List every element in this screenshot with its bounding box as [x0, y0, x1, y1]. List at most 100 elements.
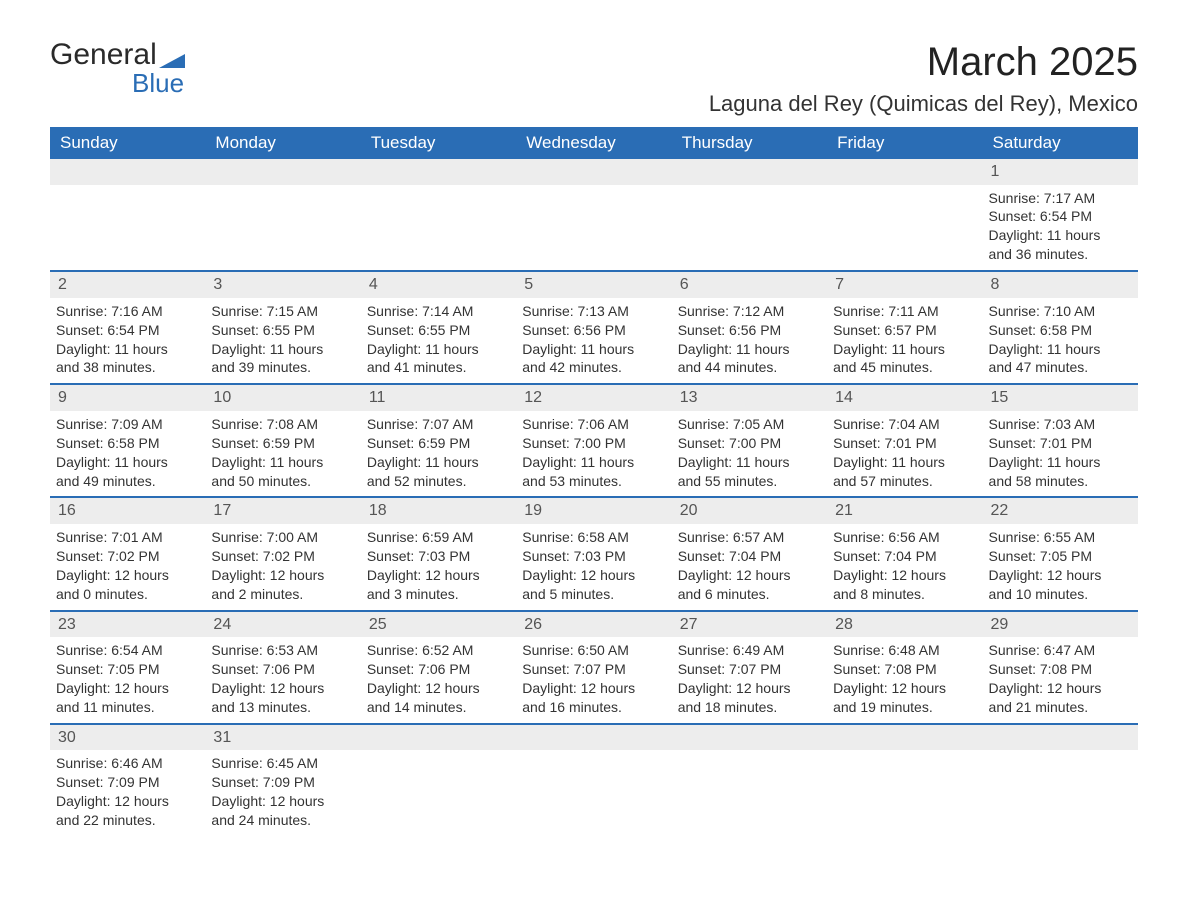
- day-daylight1: Daylight: 12 hours: [56, 566, 199, 585]
- day-info-cell: [50, 185, 205, 272]
- day-daylight2: and 2 minutes.: [211, 585, 354, 604]
- day-sunset: Sunset: 7:01 PM: [833, 434, 976, 453]
- day-number-cell: 7: [827, 271, 982, 298]
- day-sunrise: Sunrise: 6:58 AM: [522, 528, 665, 547]
- day-number-cell: 19: [516, 497, 671, 524]
- day-sunrise: Sunrise: 7:07 AM: [367, 415, 510, 434]
- day-number-row: 3031: [50, 724, 1138, 751]
- day-daylight2: and 52 minutes.: [367, 472, 510, 491]
- day-number-cell: [516, 159, 671, 185]
- day-daylight1: Daylight: 11 hours: [56, 340, 199, 359]
- day-daylight2: and 16 minutes.: [522, 698, 665, 717]
- day-number-cell: 15: [983, 384, 1138, 411]
- day-sunset: Sunset: 6:59 PM: [211, 434, 354, 453]
- day-sunset: Sunset: 7:05 PM: [989, 547, 1132, 566]
- day-info-cell: Sunrise: 6:55 AMSunset: 7:05 PMDaylight:…: [983, 524, 1138, 611]
- day-daylight1: Daylight: 11 hours: [833, 453, 976, 472]
- day-daylight2: and 10 minutes.: [989, 585, 1132, 604]
- day-sunset: Sunset: 7:09 PM: [211, 773, 354, 792]
- day-sunrise: Sunrise: 7:11 AM: [833, 302, 976, 321]
- day-number-cell: 18: [361, 497, 516, 524]
- day-daylight1: Daylight: 12 hours: [211, 679, 354, 698]
- day-daylight1: Daylight: 12 hours: [678, 566, 821, 585]
- day-daylight1: Daylight: 11 hours: [367, 340, 510, 359]
- day-sunrise: Sunrise: 6:59 AM: [367, 528, 510, 547]
- day-info-cell: [983, 750, 1138, 836]
- day-daylight2: and 41 minutes.: [367, 358, 510, 377]
- day-sunset: Sunset: 7:05 PM: [56, 660, 199, 679]
- day-info-cell: [516, 185, 671, 272]
- day-daylight2: and 19 minutes.: [833, 698, 976, 717]
- day-number-cell: 29: [983, 611, 1138, 638]
- day-sunset: Sunset: 7:00 PM: [522, 434, 665, 453]
- weekday-header: Tuesday: [361, 127, 516, 159]
- day-number-cell: 4: [361, 271, 516, 298]
- day-sunrise: Sunrise: 7:04 AM: [833, 415, 976, 434]
- day-daylight1: Daylight: 12 hours: [678, 679, 821, 698]
- title-block: March 2025 Laguna del Rey (Quimicas del …: [709, 40, 1138, 117]
- day-info-cell: [672, 185, 827, 272]
- day-number-cell: [205, 159, 360, 185]
- day-number-cell: 17: [205, 497, 360, 524]
- day-sunset: Sunset: 7:03 PM: [367, 547, 510, 566]
- day-daylight2: and 39 minutes.: [211, 358, 354, 377]
- day-info-cell: Sunrise: 7:14 AMSunset: 6:55 PMDaylight:…: [361, 298, 516, 385]
- day-sunrise: Sunrise: 7:16 AM: [56, 302, 199, 321]
- day-info-cell: Sunrise: 7:15 AMSunset: 6:55 PMDaylight:…: [205, 298, 360, 385]
- day-info-cell: Sunrise: 7:11 AMSunset: 6:57 PMDaylight:…: [827, 298, 982, 385]
- day-sunset: Sunset: 7:08 PM: [833, 660, 976, 679]
- day-sunset: Sunset: 7:06 PM: [211, 660, 354, 679]
- day-daylight2: and 14 minutes.: [367, 698, 510, 717]
- day-sunset: Sunset: 7:08 PM: [989, 660, 1132, 679]
- day-daylight1: Daylight: 11 hours: [367, 453, 510, 472]
- day-sunset: Sunset: 6:59 PM: [367, 434, 510, 453]
- day-sunrise: Sunrise: 7:13 AM: [522, 302, 665, 321]
- logo-word-general: General: [50, 40, 157, 70]
- logo-word-blue: Blue: [132, 68, 184, 99]
- day-number-cell: 6: [672, 271, 827, 298]
- day-sunset: Sunset: 6:57 PM: [833, 321, 976, 340]
- day-sunrise: Sunrise: 7:12 AM: [678, 302, 821, 321]
- day-info-row: Sunrise: 7:16 AMSunset: 6:54 PMDaylight:…: [50, 298, 1138, 385]
- day-daylight2: and 50 minutes.: [211, 472, 354, 491]
- day-info-cell: Sunrise: 6:45 AMSunset: 7:09 PMDaylight:…: [205, 750, 360, 836]
- day-sunset: Sunset: 7:03 PM: [522, 547, 665, 566]
- day-number-cell: [361, 724, 516, 751]
- day-daylight1: Daylight: 12 hours: [367, 679, 510, 698]
- day-info-cell: [672, 750, 827, 836]
- day-daylight2: and 42 minutes.: [522, 358, 665, 377]
- day-number-cell: 2: [50, 271, 205, 298]
- day-number-row: 16171819202122: [50, 497, 1138, 524]
- day-daylight1: Daylight: 12 hours: [989, 679, 1132, 698]
- day-info-cell: Sunrise: 6:46 AMSunset: 7:09 PMDaylight:…: [50, 750, 205, 836]
- day-number-row: 2345678: [50, 271, 1138, 298]
- day-daylight2: and 5 minutes.: [522, 585, 665, 604]
- day-info-cell: Sunrise: 6:58 AMSunset: 7:03 PMDaylight:…: [516, 524, 671, 611]
- day-number-cell: 31: [205, 724, 360, 751]
- day-daylight2: and 55 minutes.: [678, 472, 821, 491]
- day-daylight2: and 45 minutes.: [833, 358, 976, 377]
- day-daylight1: Daylight: 12 hours: [367, 566, 510, 585]
- day-daylight2: and 47 minutes.: [989, 358, 1132, 377]
- day-daylight2: and 53 minutes.: [522, 472, 665, 491]
- day-daylight1: Daylight: 11 hours: [989, 340, 1132, 359]
- day-info-cell: [827, 185, 982, 272]
- day-sunset: Sunset: 7:04 PM: [833, 547, 976, 566]
- weekday-header: Sunday: [50, 127, 205, 159]
- day-daylight2: and 11 minutes.: [56, 698, 199, 717]
- day-daylight1: Daylight: 11 hours: [211, 453, 354, 472]
- day-number-cell: [50, 159, 205, 185]
- day-info-cell: Sunrise: 6:49 AMSunset: 7:07 PMDaylight:…: [672, 637, 827, 724]
- day-sunset: Sunset: 7:00 PM: [678, 434, 821, 453]
- day-sunrise: Sunrise: 6:57 AM: [678, 528, 821, 547]
- day-daylight2: and 21 minutes.: [989, 698, 1132, 717]
- day-sunrise: Sunrise: 7:08 AM: [211, 415, 354, 434]
- day-sunrise: Sunrise: 6:53 AM: [211, 641, 354, 660]
- day-daylight2: and 13 minutes.: [211, 698, 354, 717]
- day-sunrise: Sunrise: 6:54 AM: [56, 641, 199, 660]
- day-number-cell: 9: [50, 384, 205, 411]
- day-daylight2: and 49 minutes.: [56, 472, 199, 491]
- day-number-cell: 23: [50, 611, 205, 638]
- day-sunset: Sunset: 6:55 PM: [367, 321, 510, 340]
- day-info-cell: Sunrise: 6:57 AMSunset: 7:04 PMDaylight:…: [672, 524, 827, 611]
